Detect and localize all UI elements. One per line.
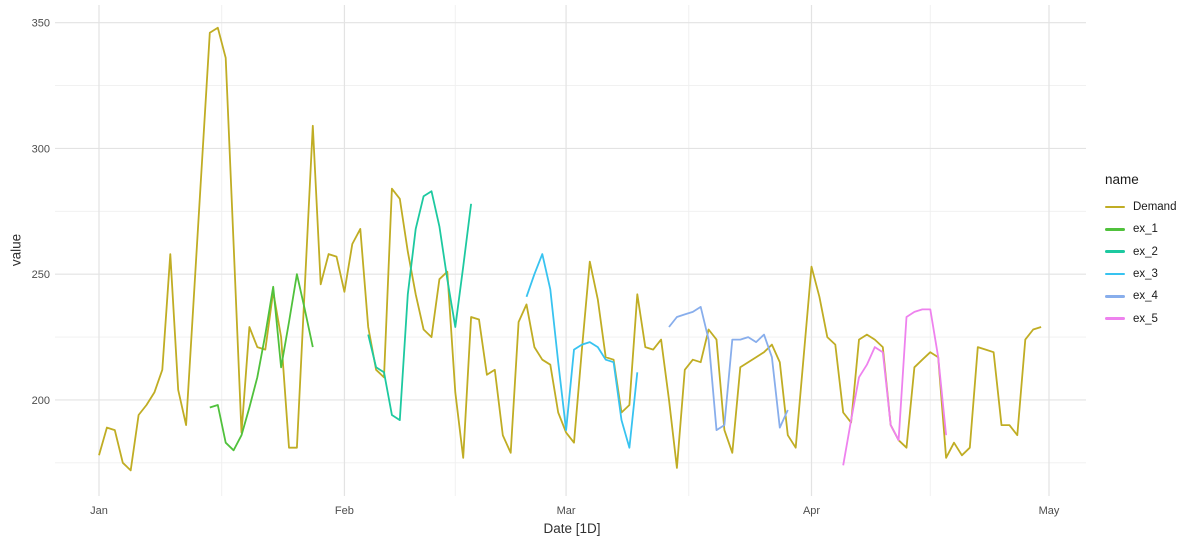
legend: name Demand ex_1 ex_2 ex_3 ex_4 ex_5 [1105, 172, 1200, 330]
legend-key-line-icon [1105, 317, 1125, 320]
series-line-ex_4 [668, 305, 789, 432]
x-tick-label: Feb [335, 505, 354, 517]
legend-item-label: ex_5 [1133, 312, 1158, 325]
x-axis-title: Date [1D] [543, 521, 601, 536]
y-tick-label: 300 [32, 143, 50, 155]
legend-key-line-icon [1105, 228, 1125, 231]
legend-item-ex_2: ex_2 [1105, 241, 1200, 263]
x-tick-label: May [1039, 505, 1060, 517]
legend-key-line-icon [1105, 205, 1125, 209]
legend-key-line-icon [1105, 295, 1125, 298]
x-tick-label: Apr [803, 505, 820, 517]
legend-item-label: ex_2 [1133, 245, 1158, 258]
legend-item-label: ex_3 [1133, 268, 1158, 281]
legend-key-line-icon [1105, 250, 1125, 254]
y-tick-label: 200 [32, 395, 50, 407]
series-line-ex_2 [367, 190, 472, 422]
x-tick-label: Jan [90, 505, 108, 517]
legend-item-ex_4: ex_4 [1105, 285, 1200, 307]
legend-item-demand: Demand [1105, 196, 1200, 218]
legend-key-line-icon [1105, 272, 1125, 276]
series-line-ex_1 [209, 273, 314, 452]
legend-item-ex_1: ex_1 [1105, 218, 1200, 240]
legend-title: name [1105, 172, 1139, 187]
y-tick-label: 250 [32, 269, 50, 281]
y-axis-title: value [8, 233, 24, 267]
series-line-ex_3 [525, 253, 639, 449]
legend-item-ex_5: ex_5 [1105, 307, 1200, 329]
legend-item-ex_3: ex_3 [1105, 263, 1200, 285]
legend-item-label: ex_1 [1133, 223, 1158, 236]
series-line-demand [98, 26, 1042, 472]
series-line-ex_5 [842, 308, 947, 466]
legend-item-label: Demand [1133, 201, 1177, 214]
y-tick-label: 350 [32, 18, 50, 30]
x-tick-label: Mar [557, 505, 576, 517]
legend-items: Demand ex_1 ex_2 ex_3 ex_4 ex_5 [1105, 196, 1200, 330]
legend-item-label: ex_4 [1133, 290, 1158, 303]
